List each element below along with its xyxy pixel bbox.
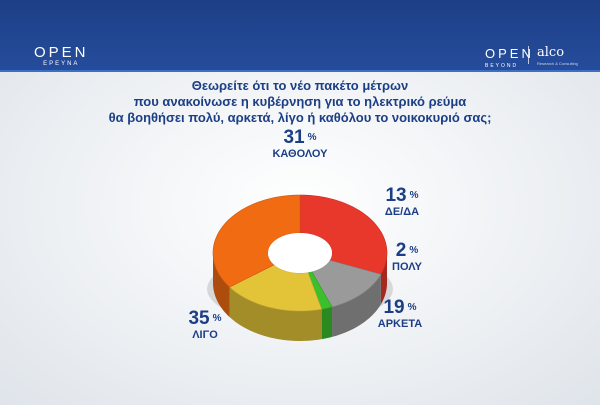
slice-value: 13% (372, 186, 432, 206)
slice-value-number: 35 (188, 308, 210, 329)
slice-label-καθολου: 31% ΚΑΘΟΛΟΥ (250, 128, 350, 161)
slice-name: ΛΙΓΟ (192, 329, 218, 341)
slice-value: 2% (382, 241, 432, 261)
slice-value: 19% (360, 298, 440, 318)
slice-label-δε/δα: 13% ΔΕ/ΔΑ (372, 186, 432, 219)
slice-name: ΠΟΛΥ (392, 261, 422, 273)
slice-side-αρκετα (229, 287, 322, 341)
slice-value: 31% (250, 128, 350, 148)
slice-value-unit: % (307, 132, 317, 143)
donut-hole (268, 233, 332, 273)
slice-value-unit: % (409, 190, 419, 201)
slice-value-number: 13 (385, 185, 407, 206)
slice-side-λιγο (213, 253, 230, 318)
slice-value-number: 31 (283, 127, 305, 148)
open-beyond-logo: OPEN BEYOND (485, 45, 534, 70)
open-erevna-logo: OPEN ΕΡΕΥΝΑ (34, 45, 89, 68)
logo-divider (528, 46, 529, 64)
slice-side-καθολου (380, 253, 387, 305)
donut-top-faces (212, 194, 388, 312)
slice-name: ΚΑΘΟΛΟΥ (272, 148, 328, 160)
question-line-2: που ανακοίνωσε η κυβέρνηση για το ηλεκτρ… (133, 94, 467, 109)
slice-value: 35% (170, 309, 240, 329)
slice-value-unit: % (407, 302, 417, 313)
slice-name: ΔΕ/ΔΑ (384, 206, 420, 218)
slice-label-πολυ: 2% ΠΟΛΥ (382, 241, 432, 274)
survey-question: Θεωρείτε ότι το νέο πακέτο μέτρων που αν… (40, 78, 560, 126)
right-brand-sub: BEYOND (485, 63, 519, 69)
donut-side-walls (213, 253, 387, 341)
slice-value-unit: % (212, 313, 222, 324)
left-brand-sub: ΕΡΕΥΝΑ (43, 61, 80, 67)
slice-value-unit: % (409, 245, 419, 256)
right-brand-word: OPEN (485, 46, 534, 61)
slice-value-number: 19 (383, 297, 405, 318)
alco-logo-sub: Research & Consulting (537, 61, 578, 66)
slice-side-δε/δα (332, 274, 381, 337)
slice-label-αρκετα: 19% ΑΡΚΕΤΑ (360, 298, 440, 331)
slice-value-number: 2 (395, 240, 407, 261)
question-line-3: θα βοηθήσει πολύ, αρκετά, λίγο ή καθόλου… (108, 110, 492, 125)
left-brand-word: OPEN (34, 44, 89, 61)
slice-name: ΑΡΚΕΤΑ (377, 318, 423, 330)
alco-logo: alco (537, 45, 565, 60)
header-bar (0, 0, 600, 70)
header-rule (0, 70, 600, 72)
slice-side-πολυ (321, 306, 333, 340)
question-line-1: Θεωρείτε ότι το νέο πακέτο μέτρων (191, 78, 409, 93)
slice-label-λιγο: 35% ΛΙΓΟ (170, 309, 240, 342)
